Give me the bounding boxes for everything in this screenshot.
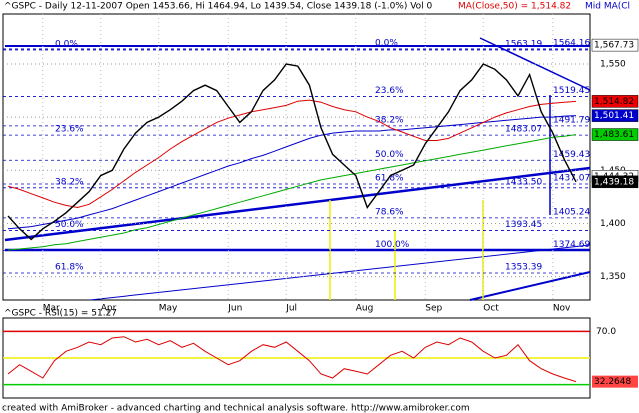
y-tick-label: 1,400	[600, 219, 626, 229]
fib-pct: 0.0%	[375, 38, 398, 48]
fib-price: 1393.45	[505, 220, 542, 230]
fib-pct: 61.8%	[375, 174, 404, 184]
rsi-value-label: 32.2648	[594, 377, 631, 387]
fib-price: 1563.19	[505, 39, 542, 49]
series-line	[7, 115, 577, 230]
x-tick-label: May	[159, 304, 178, 314]
series-line	[7, 134, 577, 251]
series-line	[7, 99, 577, 209]
fib-pct: 100.0%	[375, 240, 410, 250]
rsi-value-box	[592, 375, 638, 388]
y-tick-label: 1,350	[600, 272, 626, 282]
fib-pct: 61.8%	[55, 263, 84, 273]
value-box-label: 1,483.61	[594, 130, 634, 140]
x-tick-label: Jul	[285, 304, 297, 314]
fib-pct: 38.2%	[375, 115, 404, 125]
fib-pct: 38.2%	[55, 177, 84, 187]
fib-pct: 23.6%	[375, 86, 404, 96]
fib-pct: 78.6%	[375, 207, 404, 217]
x-tick-label: Oct	[483, 304, 499, 314]
x-tick-label: Nov	[553, 304, 571, 314]
value-box	[591, 38, 639, 52]
series-line	[7, 63, 577, 241]
price-pane	[2, 13, 591, 301]
fib-pct: 50.0%	[55, 220, 84, 230]
fib-pct: 50.0%	[375, 150, 404, 160]
footer: created with AmiBroker - advanced charti…	[2, 404, 470, 413]
fib-price: 1374.69	[553, 240, 590, 250]
x-tick-label: Aug	[356, 304, 374, 314]
value-box-label: 1,514.82	[594, 97, 634, 107]
fib-price: 1437.07	[553, 174, 590, 184]
value-box-label: 1,439.18	[594, 177, 634, 187]
fib-price: 1459.43	[553, 150, 590, 160]
trendline	[469, 271, 591, 301]
fib-price: 1353.39	[505, 263, 542, 273]
trendline	[4, 166, 591, 242]
fib-pct: 0.0%	[55, 39, 78, 49]
value-box	[591, 109, 639, 122]
rsi-tick-label: 70.0	[596, 327, 616, 337]
fib-price: 1405.24	[553, 207, 590, 217]
value-box	[591, 175, 639, 189]
x-tick-label: Sep	[425, 304, 442, 314]
value-box-label: 1,567.73	[594, 41, 634, 51]
chart-title: ^GSPC - Daily 12-11-2007 Open 1453.66, H…	[4, 2, 433, 12]
rsi-line	[7, 336, 577, 383]
value-box-label: 1,501.41	[594, 111, 634, 121]
fib-price: 1483.07	[505, 125, 542, 135]
value-box	[591, 128, 639, 141]
fib-price: 1564.16	[553, 38, 590, 48]
x-tick-label: Apr	[101, 304, 117, 314]
fib-price: 1433.50	[505, 177, 542, 187]
ma-label: MA(Close,50) = 1,514.82	[458, 2, 571, 12]
trendline	[89, 244, 591, 301]
value-box	[591, 95, 639, 108]
rsi-title: ^GSPC - RSI(15) = 51.27	[4, 309, 117, 319]
fib-price: 1519.45	[553, 86, 590, 96]
x-tick-label: Mar	[43, 304, 60, 314]
mid-ma-label: Mid MA(Cl	[585, 2, 630, 12]
x-tick-label: Jun	[227, 304, 242, 314]
fib-pct: 23.6%	[55, 125, 84, 135]
y-tick-label: 1,550	[600, 59, 626, 69]
fib-price: 1491.79	[553, 115, 590, 125]
